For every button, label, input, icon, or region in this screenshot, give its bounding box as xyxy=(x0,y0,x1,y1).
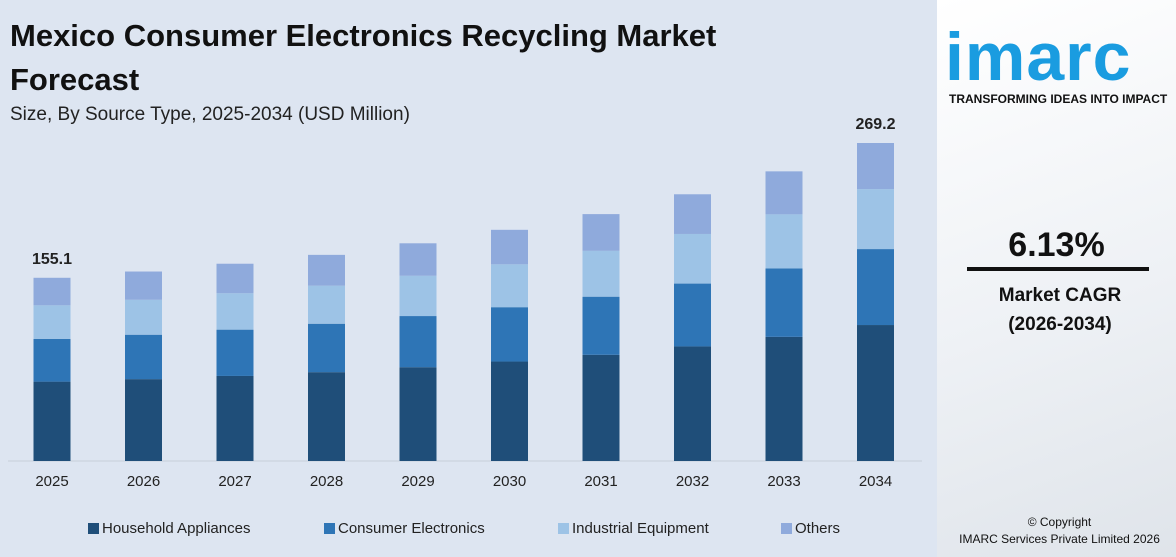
bar-segment xyxy=(216,293,254,330)
bar-segment xyxy=(857,325,894,461)
bar-segment xyxy=(125,379,162,461)
bar-segment xyxy=(857,249,894,326)
bar-segment xyxy=(674,346,711,461)
bar-segment xyxy=(674,283,711,347)
total-label: 155.1 xyxy=(32,251,72,268)
bar-segment xyxy=(491,361,528,461)
x-tick-label: 2034 xyxy=(859,473,892,490)
bar-segment xyxy=(216,375,254,461)
copyright: © Copyright xyxy=(1027,515,1092,529)
legend-label: Household Appliances xyxy=(102,520,250,537)
bar-segment xyxy=(125,299,162,335)
copyright: IMARC Services Private Limited 2026 xyxy=(959,532,1160,546)
chart: 2025 155.1 2026 2027 2028 2029 2030 2031 2032 203… xyxy=(8,116,922,537)
chart-subtitle: Size, By Source Type, 2025-2034 (USD Mil… xyxy=(10,104,410,125)
bar-segment xyxy=(308,285,345,324)
bar-segment xyxy=(674,194,711,234)
legend-swatch xyxy=(558,523,569,534)
sidebar: imarc TRANSFORMING IDEAS INTO IMPACT 6.1… xyxy=(937,0,1176,557)
bar-segment xyxy=(308,372,345,461)
bar-segment xyxy=(582,214,620,251)
bar-segment xyxy=(491,264,528,308)
bar-segment xyxy=(491,307,528,362)
bar-segment xyxy=(674,233,711,284)
bar-segment xyxy=(308,323,345,373)
bar-segment xyxy=(33,338,71,382)
total-label: 269.2 xyxy=(855,116,895,133)
legend-swatch xyxy=(781,523,792,534)
bar-segment xyxy=(125,334,162,380)
divider xyxy=(967,267,1149,271)
legend-swatch xyxy=(88,523,99,534)
bar-segment xyxy=(765,268,803,337)
x-tick-label: 2027 xyxy=(218,473,251,490)
cagr-label: Market CAGR xyxy=(998,285,1122,306)
cagr-value: 6.13% xyxy=(1008,226,1105,264)
chart-title: Mexico Consumer Electronics Recycling Ma… xyxy=(10,18,717,97)
bar-segment xyxy=(399,316,437,368)
cagr-period: (2026-2034) xyxy=(1008,314,1112,335)
legend-label: Others xyxy=(795,520,840,537)
x-tick-label: 2031 xyxy=(584,473,617,490)
x-tick-label: 2033 xyxy=(767,473,800,490)
x-tick-label: 2032 xyxy=(676,473,709,490)
bar-segment xyxy=(765,171,803,215)
bar-segment xyxy=(399,367,437,461)
x-tick-label: 2029 xyxy=(401,473,434,490)
bar-segment xyxy=(216,263,254,294)
bar-segment xyxy=(33,277,71,306)
x-tick-label: 2030 xyxy=(493,473,526,490)
bar-segment xyxy=(857,143,894,190)
x-tick-label: 2025 xyxy=(35,473,68,490)
bar-segment xyxy=(582,354,620,461)
bar-segment xyxy=(582,250,620,297)
bar-segment xyxy=(399,243,437,276)
bar-segment xyxy=(216,329,254,376)
bar-segment xyxy=(125,271,162,300)
bar-segment xyxy=(308,254,345,286)
bar-segment xyxy=(765,214,803,269)
legend-label: Industrial Equipment xyxy=(572,520,710,537)
x-tick-label: 2026 xyxy=(127,473,160,490)
logo: imarc xyxy=(945,19,1132,95)
bar-segment xyxy=(33,381,71,461)
bar-segment xyxy=(491,229,528,265)
legend-swatch xyxy=(324,523,335,534)
bar-segment xyxy=(765,336,803,461)
legend-label: Consumer Electronics xyxy=(338,520,485,537)
bar-segment xyxy=(582,296,620,355)
tagline: TRANSFORMING IDEAS INTO IMPACT xyxy=(949,92,1168,106)
x-tick-label: 2028 xyxy=(310,473,343,490)
bar-segment xyxy=(857,189,894,250)
bar-segment xyxy=(399,275,437,317)
bar-segment xyxy=(33,305,71,339)
